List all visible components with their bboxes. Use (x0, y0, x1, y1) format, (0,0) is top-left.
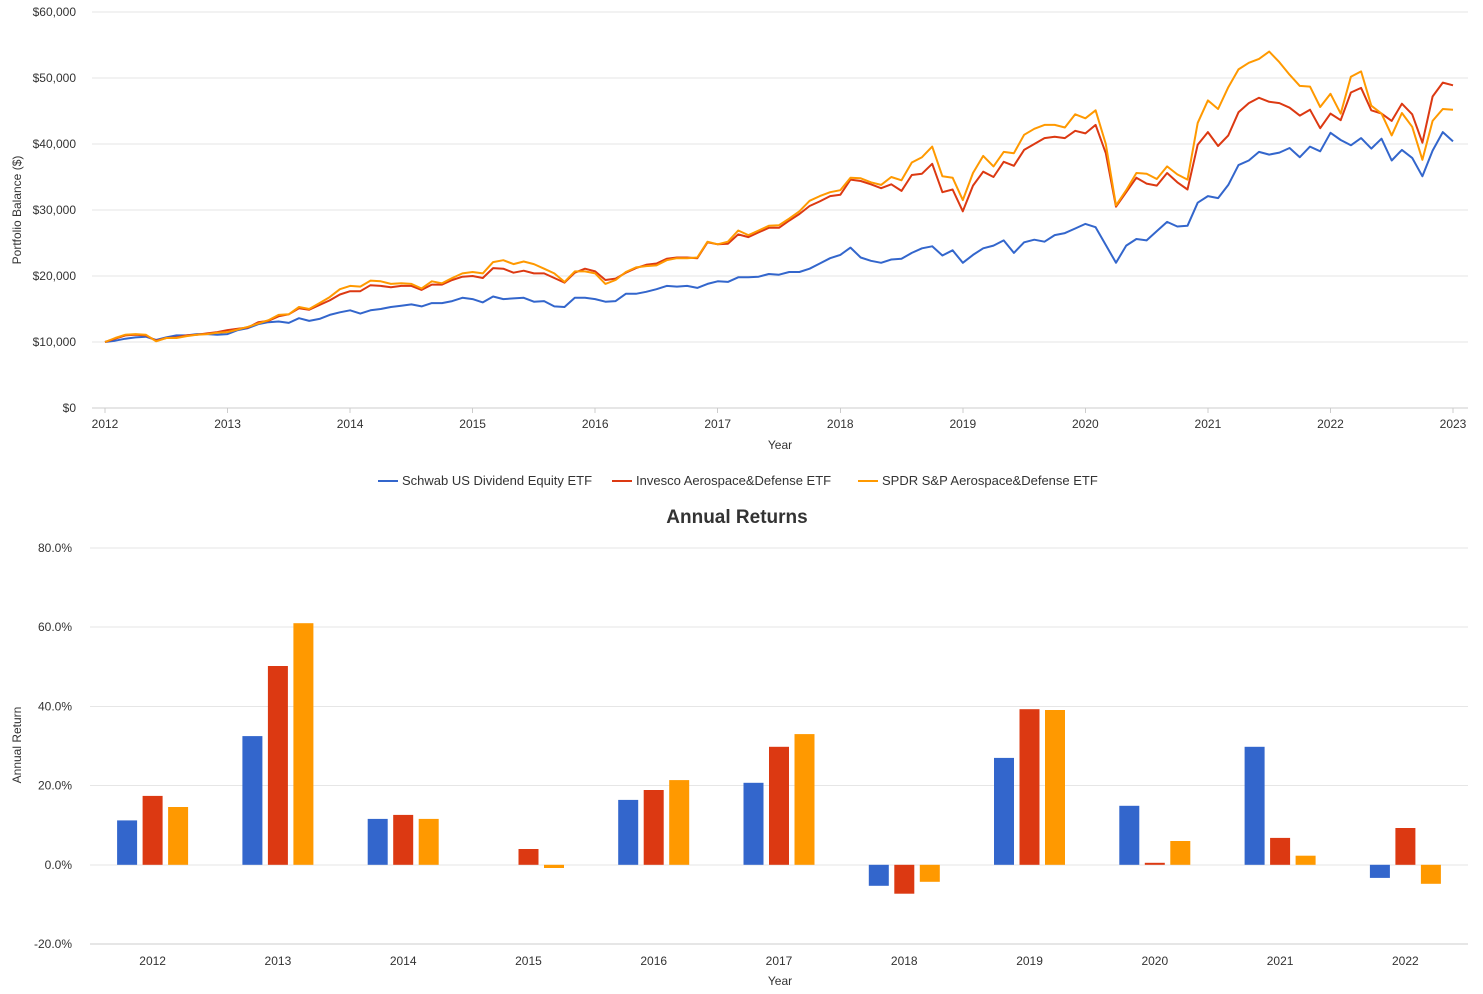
y-tick-label: $60,000 (33, 5, 77, 19)
bar-2012-spdr-s-p-aerospace-defense-etf (168, 807, 189, 865)
balance-y-ticks: $0 $10,000 $20,000 $30,000 $40,000 $50,000 $60… (33, 5, 77, 415)
y-tick-label: $20,000 (33, 269, 77, 283)
bar-2017-schwab-us-dividend-equity-etf (743, 782, 764, 865)
bar-2020-schwab-us-dividend-equity-etf (1119, 805, 1140, 865)
x-tick-label: 2019 (949, 417, 976, 431)
x-tick-label: 2020 (1141, 954, 1168, 968)
bar-2022-spdr-s-p-aerospace-defense-etf (1420, 864, 1441, 884)
legend-item-schwab: Schwab US Dividend Equity ETF (378, 473, 592, 488)
balance-gridlines (92, 11, 1468, 343)
x-tick-label: 2021 (1267, 954, 1294, 968)
x-tick-label: 2023 (1440, 417, 1467, 431)
series-line-spdr-s-p-aerospace-defense-etf (104, 50, 1454, 343)
bar-2020-spdr-s-p-aerospace-defense-etf (1170, 841, 1191, 865)
bar-2020-invesco-aerospace-defense-etf (1144, 862, 1165, 865)
balance-series (104, 50, 1454, 343)
x-tick-label: 2020 (1072, 417, 1099, 431)
y-axis-title: Annual Return (10, 707, 24, 784)
x-tick-label: 2018 (827, 417, 854, 431)
bar-2017-spdr-s-p-aerospace-defense-etf (794, 734, 815, 865)
balance-x-ticks: 2012 2013 2014 2015 2016 2017 2018 2019 2020 2021… (92, 408, 1467, 431)
bar-2021-schwab-us-dividend-equity-etf (1244, 746, 1265, 865)
bar-2019-schwab-us-dividend-equity-etf (994, 757, 1014, 865)
legend-item-invesco: Invesco Aerospace&Defense ETF (612, 473, 831, 488)
bar-2021-invesco-aerospace-defense-etf (1270, 837, 1291, 865)
annual-returns-chart: Annual Returns -20.0% 0.0% 20.0% 40.0% 60.0%… (10, 507, 1468, 988)
x-tick-label: 2017 (766, 954, 793, 968)
x-tick-label: 2022 (1392, 954, 1419, 968)
y-axis-title: Portfolio Balance ($) (10, 156, 24, 265)
bar-2021-spdr-s-p-aerospace-defense-etf (1295, 855, 1316, 865)
bar-2014-schwab-us-dividend-equity-etf (367, 818, 388, 865)
bar-2018-invesco-aerospace-defense-etf (894, 864, 915, 894)
bar-2019-spdr-s-p-aerospace-defense-etf (1045, 710, 1065, 865)
legend-item-spdr: SPDR S&P Aerospace&Defense ETF (858, 473, 1098, 488)
x-tick-label: 2022 (1317, 417, 1344, 431)
returns-x-ticks: 2012 2013 2014 2015 2016 2017 2018 2019 2020 2021… (139, 954, 1419, 968)
bar-2022-schwab-us-dividend-equity-etf (1369, 864, 1390, 878)
x-tick-label: 2014 (337, 417, 364, 431)
series-line-schwab-us-dividend-equity-etf (104, 131, 1454, 343)
bar-2015-invesco-aerospace-defense-etf (518, 849, 539, 865)
x-axis-title: Year (768, 974, 792, 988)
y-tick-label: $50,000 (33, 71, 77, 85)
legend-label: Schwab US Dividend Equity ETF (402, 473, 592, 488)
bar-2019-invesco-aerospace-defense-etf (1019, 709, 1040, 865)
bar-2017-invesco-aerospace-defense-etf (769, 746, 789, 865)
bar-2016-invesco-aerospace-defense-etf (643, 790, 664, 865)
legend: Schwab US Dividend Equity ETF Invesco Ae… (378, 473, 1098, 488)
returns-bars (117, 623, 1441, 894)
series-line-invesco-aerospace-defense-etf (104, 81, 1454, 343)
x-tick-label: 2013 (214, 417, 241, 431)
y-tick-label: 20.0% (38, 779, 72, 793)
x-axis-title: Year (768, 438, 792, 452)
x-tick-label: 2016 (640, 954, 667, 968)
x-tick-label: 2014 (390, 954, 417, 968)
bar-2014-invesco-aerospace-defense-etf (393, 814, 414, 865)
x-tick-label: 2017 (704, 417, 731, 431)
y-tick-label: 60.0% (38, 620, 72, 634)
legend-label: Invesco Aerospace&Defense ETF (636, 473, 831, 488)
bar-2012-invesco-aerospace-defense-etf (142, 795, 163, 865)
bar-2013-schwab-us-dividend-equity-etf (242, 736, 263, 865)
bar-2018-schwab-us-dividend-equity-etf (868, 864, 889, 886)
x-tick-label: 2016 (582, 417, 609, 431)
y-tick-label: 40.0% (38, 699, 72, 713)
bar-2013-invesco-aerospace-defense-etf (267, 666, 288, 865)
portfolio-balance-plot-area: $0 $10,000 $20,000 $30,000 $40,000 $50,000 $60… (33, 5, 1468, 431)
x-tick-label: 2021 (1195, 417, 1222, 431)
y-tick-label: $10,000 (33, 335, 77, 349)
y-tick-label: $40,000 (33, 137, 77, 151)
y-tick-label: 80.0% (38, 541, 72, 555)
x-tick-label: 2015 (459, 417, 486, 431)
x-tick-label: 2019 (1016, 954, 1043, 968)
x-tick-label: 2012 (139, 954, 166, 968)
y-tick-label: $30,000 (33, 203, 77, 217)
bar-2016-spdr-s-p-aerospace-defense-etf (669, 780, 690, 865)
bar-2012-schwab-us-dividend-equity-etf (117, 820, 138, 865)
annual-returns-plot-area: -20.0%0.0%20.0%40.0%60.0%80.0%2012 2013 20… (34, 541, 1468, 968)
returns-y-ticks: -20.0% 0.0% 20.0% 40.0% 60.0% 80.0% (34, 541, 72, 951)
x-tick-label: 2015 (515, 954, 542, 968)
x-tick-label: 2013 (265, 954, 292, 968)
y-tick-label: 0.0% (45, 858, 73, 872)
bar-2015-spdr-s-p-aerospace-defense-etf (544, 864, 564, 868)
bar-2018-spdr-s-p-aerospace-defense-etf (919, 864, 940, 882)
portfolio-balance-chart: $0 $10,000 $20,000 $30,000 $40,000 $50,000 $60… (10, 5, 1468, 452)
bar-2014-spdr-s-p-aerospace-defense-etf (418, 818, 439, 865)
y-tick-label: -20.0% (34, 937, 72, 951)
legend-label: SPDR S&P Aerospace&Defense ETF (882, 473, 1098, 488)
bar-2016-schwab-us-dividend-equity-etf (618, 799, 639, 865)
bar-2022-invesco-aerospace-defense-etf (1395, 828, 1416, 865)
chart-title: Annual Returns (666, 507, 807, 528)
x-tick-label: 2018 (891, 954, 918, 968)
y-tick-label: $0 (63, 401, 77, 415)
x-tick-label: 2012 (92, 417, 119, 431)
bar-2013-spdr-s-p-aerospace-defense-etf (293, 623, 314, 865)
